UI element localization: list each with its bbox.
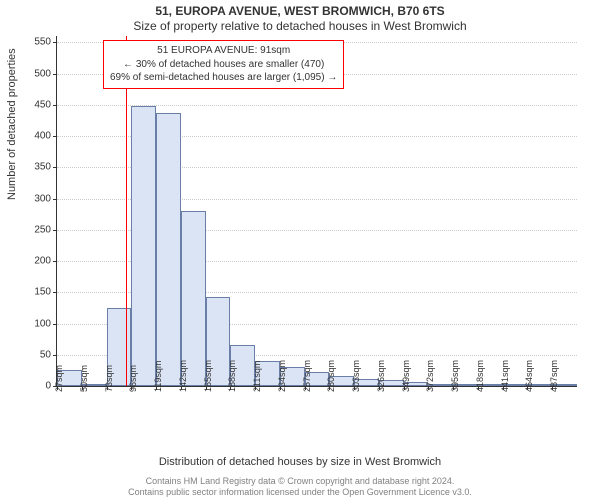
x-tick-label: 27sqm <box>54 365 64 392</box>
x-tick-label: 349sqm <box>401 360 411 392</box>
footer-line-1: Contains HM Land Registry data © Crown c… <box>0 476 600 487</box>
x-tick-label: 372sqm <box>425 360 435 392</box>
x-tick-label: 280sqm <box>326 360 336 392</box>
x-tick-label: 142sqm <box>178 360 188 392</box>
y-tick-label: 400 <box>34 131 57 142</box>
info-box-line-1: 51 EUROPA AVENUE: 91sqm <box>110 44 337 58</box>
x-tick-label: 165sqm <box>203 360 213 392</box>
x-tick-label: 257sqm <box>302 360 312 392</box>
footer-line-2: Contains public sector information licen… <box>0 487 600 498</box>
x-tick-label: 303sqm <box>351 360 361 392</box>
page-subtitle: Size of property relative to detached ho… <box>0 19 600 33</box>
x-tick-label: 73sqm <box>104 365 114 392</box>
chart-plot-area: 05010015020025030035040045050055027sqm50… <box>56 36 577 387</box>
histogram-bar <box>156 113 181 386</box>
page-title: 51, EUROPA AVENUE, WEST BROMWICH, B70 6T… <box>0 4 600 18</box>
x-tick-label: 418sqm <box>475 360 485 392</box>
x-tick-label: 464sqm <box>524 360 534 392</box>
info-box-line-2: ← 30% of detached houses are smaller (47… <box>110 58 337 72</box>
y-axis-label: Number of detached properties <box>6 48 18 200</box>
x-tick-label: 487sqm <box>549 360 559 392</box>
y-tick-label: 150 <box>34 287 57 298</box>
y-tick-label: 200 <box>34 256 57 267</box>
y-tick-label: 500 <box>34 68 57 79</box>
info-box-line-3: 69% of semi-detached houses are larger (… <box>110 71 337 85</box>
x-tick-label: 395sqm <box>450 360 460 392</box>
x-tick-label: 234sqm <box>277 360 287 392</box>
x-tick-label: 326sqm <box>376 360 386 392</box>
footer-attribution: Contains HM Land Registry data © Crown c… <box>0 476 600 499</box>
y-tick-label: 250 <box>34 224 57 235</box>
x-axis-caption: Distribution of detached houses by size … <box>0 456 600 468</box>
y-tick-label: 350 <box>34 162 57 173</box>
marker-line <box>126 36 127 386</box>
x-tick-label: 50sqm <box>79 365 89 392</box>
histogram-bar <box>131 106 156 386</box>
x-tick-label: 119sqm <box>153 361 163 392</box>
x-tick-label: 188sqm <box>227 360 237 392</box>
y-tick-label: 50 <box>40 349 57 360</box>
x-tick-label: 441sqm <box>500 360 510 392</box>
x-tick-label: 211sqm <box>252 361 262 392</box>
y-tick-label: 550 <box>34 37 57 48</box>
y-tick-label: 100 <box>34 318 57 329</box>
x-tick-label: 96sqm <box>128 365 138 392</box>
y-tick-label: 300 <box>34 193 57 204</box>
y-tick-label: 450 <box>34 99 57 110</box>
info-box: 51 EUROPA AVENUE: 91sqm← 30% of detached… <box>103 40 344 89</box>
